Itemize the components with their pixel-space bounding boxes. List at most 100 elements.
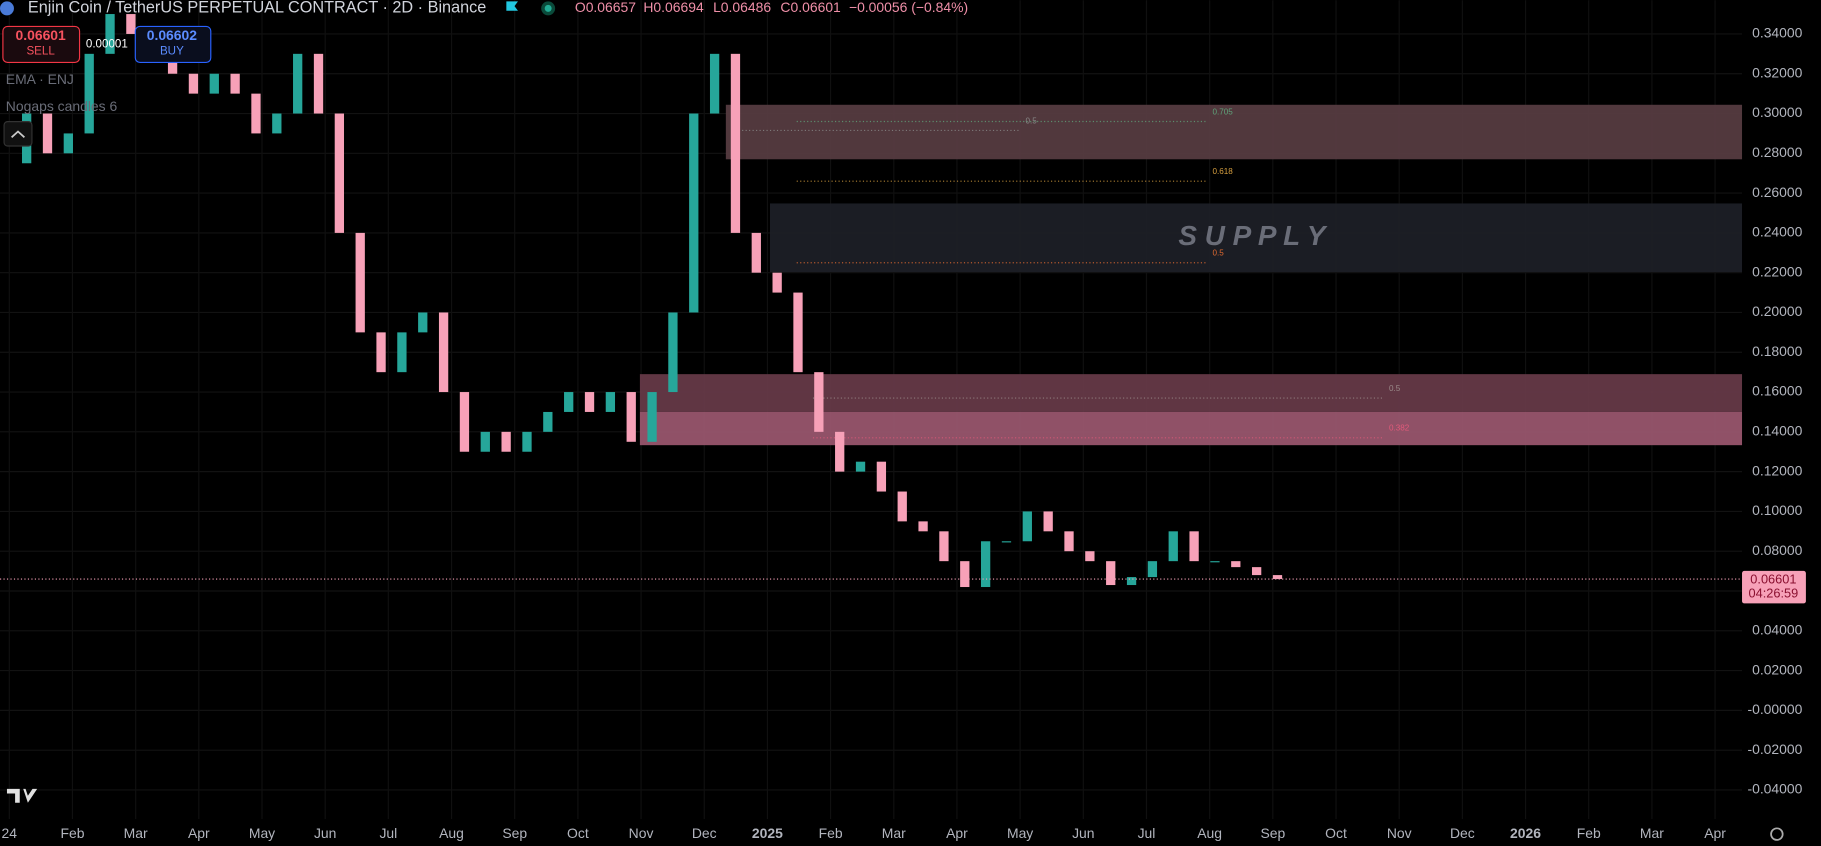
x-tick-label: Jun xyxy=(314,825,336,841)
indicator-label[interactable]: EMA · ENJ xyxy=(6,71,74,87)
candle xyxy=(126,14,136,34)
x-tick-label: Feb xyxy=(1577,825,1601,841)
x-tick-label: Apr xyxy=(946,825,968,841)
ohlc-close: C0.06601 xyxy=(780,0,841,15)
indicator-label[interactable]: Nogaps candles 6 xyxy=(6,98,118,114)
ohlc-change: −0.00056 (−0.84%) xyxy=(849,0,968,15)
candle xyxy=(1106,561,1116,586)
x-tick-label: Aug xyxy=(1197,825,1222,841)
candle xyxy=(918,521,928,532)
candle xyxy=(668,312,678,393)
candle xyxy=(1251,567,1262,576)
x-tick-label: Jun xyxy=(1072,825,1094,841)
candle xyxy=(84,53,94,134)
fib-label: 0.5 xyxy=(1025,116,1037,125)
sell-button[interactable] xyxy=(2,25,81,63)
candle xyxy=(313,53,324,114)
x-tick-label: Oct xyxy=(1325,825,1347,841)
y-tick-label: 0.12000 xyxy=(1752,462,1803,478)
candle xyxy=(605,392,616,412)
last-price-tag xyxy=(1742,570,1806,604)
x-tick-label: Oct xyxy=(567,825,589,841)
x-tick-label: May xyxy=(1007,825,1033,841)
zone xyxy=(639,411,1743,446)
symbol-title: Enjin Coin / TetherUS PERPETUAL CONTRACT… xyxy=(28,0,486,17)
candle xyxy=(1168,531,1178,562)
candle xyxy=(501,431,511,452)
candle xyxy=(480,431,490,452)
candle xyxy=(897,491,907,522)
x-tick-label: May xyxy=(249,825,275,841)
y-tick-label: 0.34000 xyxy=(1752,25,1803,41)
x-tick-label: Dec xyxy=(1450,825,1475,841)
candle xyxy=(689,113,699,313)
settings-icon[interactable] xyxy=(1770,827,1784,841)
x-tick-label: Jul xyxy=(379,825,397,841)
candle xyxy=(105,14,115,54)
buy-price: 0.06602 xyxy=(147,27,198,43)
candle xyxy=(1064,531,1074,552)
candle xyxy=(1272,575,1283,580)
candle xyxy=(438,312,449,393)
candle xyxy=(376,332,386,373)
candle xyxy=(960,561,970,588)
y-tick-label: 0.30000 xyxy=(1752,104,1803,120)
fib-label: 0.705 xyxy=(1212,107,1233,116)
candle xyxy=(647,392,657,442)
y-tick-label: 0.16000 xyxy=(1752,383,1803,399)
candle xyxy=(293,53,303,114)
candle xyxy=(772,272,782,293)
zone xyxy=(639,374,1743,412)
y-tick-label: -0.02000 xyxy=(1747,741,1802,757)
candle xyxy=(1001,541,1012,543)
ohlc-open: O0.06657 xyxy=(575,0,636,15)
x-tick-label: 2026 xyxy=(1510,825,1541,841)
x-tick-label: Feb xyxy=(819,825,843,841)
y-tick-label: 0.18000 xyxy=(1752,343,1803,359)
y-tick-label: 0.04000 xyxy=(1752,621,1803,637)
tv-logo xyxy=(6,788,38,803)
x-tick-label: Nov xyxy=(629,825,654,841)
zones: S U P P L Y 0.705 0.618 0.5 0.5 0.5 0.382 xyxy=(639,104,1743,446)
candle xyxy=(418,312,428,333)
last-price: 0.06601 xyxy=(1750,572,1796,587)
y-tick-label: -0.00000 xyxy=(1747,701,1802,717)
candle xyxy=(1147,561,1158,578)
ohlc-high: H0.06694 xyxy=(643,0,704,15)
candle xyxy=(980,541,991,588)
candle xyxy=(730,53,741,233)
x-tick-label: Sep xyxy=(1260,825,1285,841)
y-tick-label: 0.26000 xyxy=(1752,184,1803,200)
overlay: Enjin Coin / TetherUS PERPETUAL CONTRACT… xyxy=(0,0,1784,841)
candle xyxy=(564,392,574,412)
candle xyxy=(626,392,636,442)
buy-label: BUY xyxy=(160,44,184,57)
candle xyxy=(1210,561,1220,563)
x-tick-label: Mar xyxy=(124,825,148,841)
y-tick-label: 0.28000 xyxy=(1752,144,1803,160)
candle xyxy=(251,93,261,134)
x-tick-label: 2025 xyxy=(752,825,783,841)
y-tick-label: 0.08000 xyxy=(1752,542,1803,558)
y-tick-label: 0.24000 xyxy=(1752,224,1803,240)
fib-label: 0.382 xyxy=(1389,424,1410,433)
y-tick-label: 0.20000 xyxy=(1752,303,1803,319)
candle xyxy=(1231,561,1241,568)
x-tick-label: Dec xyxy=(692,825,717,841)
collapse-button[interactable] xyxy=(3,121,33,147)
candle xyxy=(855,461,866,472)
flag-icon xyxy=(506,1,518,11)
candles xyxy=(0,14,1743,588)
candle xyxy=(459,392,470,452)
x-tick-label: Mar xyxy=(1640,825,1664,841)
y-tick-label: 0.14000 xyxy=(1752,423,1803,439)
candle xyxy=(1085,551,1095,562)
y-tick-label: 0.22000 xyxy=(1752,263,1803,279)
candle xyxy=(334,113,345,233)
chevron-icon xyxy=(11,130,25,138)
y-tick-label: 0.10000 xyxy=(1752,502,1803,518)
zone xyxy=(769,203,1743,273)
candle xyxy=(42,113,53,154)
buy-button[interactable] xyxy=(134,25,212,63)
